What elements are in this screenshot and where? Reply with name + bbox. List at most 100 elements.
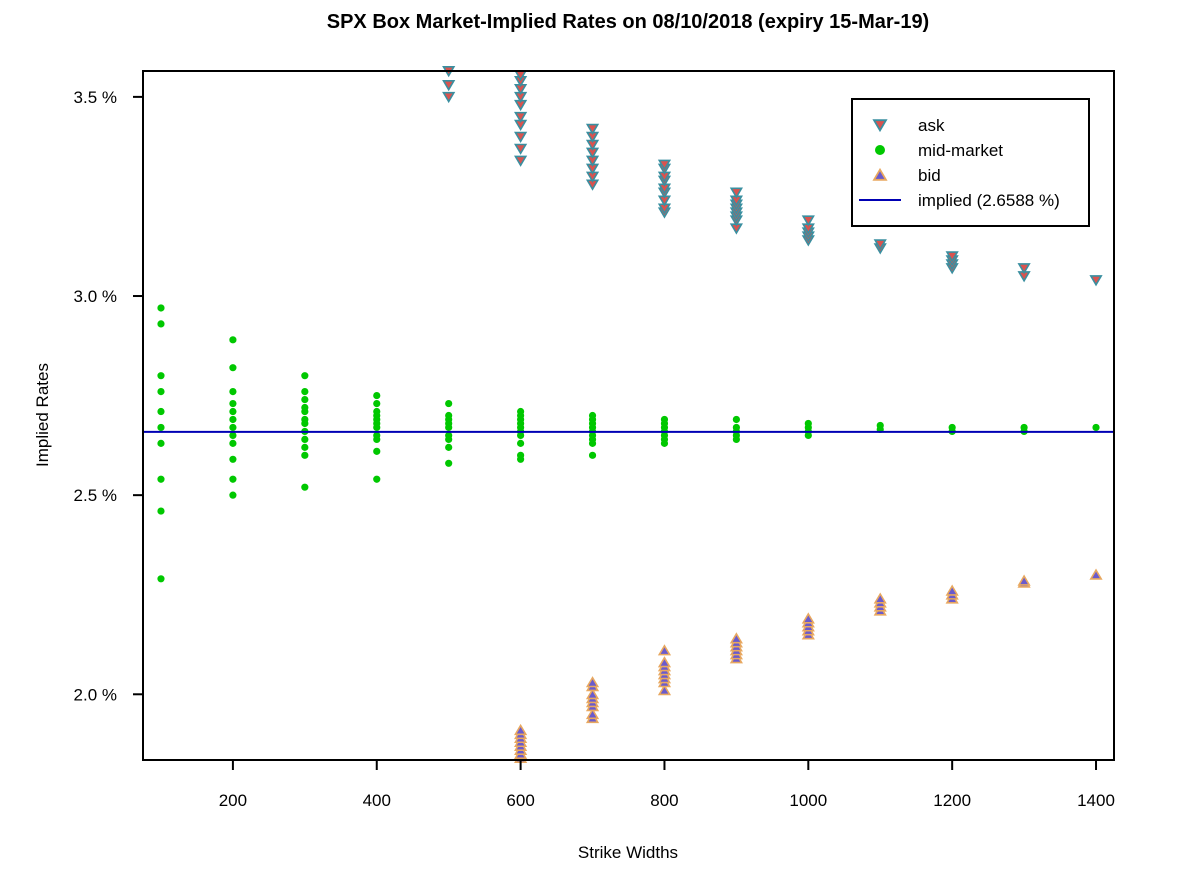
- point-mid-market: [517, 451, 525, 459]
- legend-entry: mid-market: [875, 141, 1003, 160]
- legend: ask mid-market bid implied (2.6588 %): [851, 98, 1090, 227]
- point-bid: [945, 584, 959, 596]
- point-mid-market: [588, 451, 597, 459]
- point-mid-market: [229, 491, 237, 499]
- point-mid-market: [157, 304, 165, 312]
- point-mid-market: [588, 411, 597, 420]
- point-mid-market: [229, 475, 237, 483]
- y-axis-label: Implied Rates: [33, 363, 52, 467]
- point-mid-market: [445, 399, 453, 408]
- legend-label: bid: [918, 166, 941, 185]
- point-mid-market: [373, 475, 381, 483]
- point-ask: [945, 251, 959, 263]
- y-tick-label: 2.0 %: [74, 685, 117, 704]
- point-bid: [729, 632, 743, 644]
- legend-marker: [875, 145, 885, 155]
- point-mid-market: [373, 431, 381, 440]
- point-mid-market: [157, 423, 165, 432]
- point-mid-market: [445, 443, 453, 451]
- x-axis-label: Strike Widths: [578, 843, 678, 862]
- point-bid: [585, 676, 600, 688]
- x-tick-label: 1400: [1077, 791, 1115, 810]
- point-ask: [514, 131, 528, 143]
- point-mid-market: [157, 372, 165, 380]
- point-ask: [514, 143, 528, 155]
- point-mid-market: [301, 388, 309, 396]
- point-ask: [514, 155, 528, 167]
- point-mid-market: [373, 407, 381, 416]
- legend-label: ask: [918, 116, 945, 135]
- point-mid-market: [229, 399, 237, 408]
- point-mid-market: [876, 421, 884, 430]
- point-mid-market: [229, 455, 237, 463]
- point-mid-market: [157, 575, 165, 583]
- point-ask: [442, 91, 456, 104]
- point-mid-market: [157, 439, 165, 447]
- x-tick-label: 400: [363, 791, 391, 810]
- legend-entry: bid: [872, 166, 941, 185]
- series-ask: [442, 66, 1103, 287]
- y-tick-label: 3.5 %: [74, 88, 117, 107]
- point-bid: [657, 656, 672, 668]
- point-mid-market: [445, 411, 453, 420]
- point-mid-market: [301, 483, 309, 491]
- point-mid-market: [157, 475, 165, 483]
- point-mid-market: [948, 423, 956, 432]
- x-tick-label: 800: [650, 791, 678, 810]
- point-bid: [1017, 574, 1031, 586]
- point-bid: [657, 644, 672, 656]
- legend-entries: ask mid-market bid implied (2.6588 %): [859, 116, 1060, 210]
- series-mid-market: [157, 304, 1100, 583]
- point-ask: [657, 159, 672, 171]
- point-mid-market: [301, 403, 309, 412]
- legend-marker: [872, 119, 888, 133]
- point-mid-market: [157, 320, 165, 328]
- point-mid-market: [229, 364, 237, 372]
- point-mid-market: [373, 391, 381, 400]
- point-mid-market: [157, 507, 165, 515]
- point-mid-market: [517, 407, 525, 416]
- point-mid-market: [301, 372, 309, 380]
- point-mid-market: [301, 443, 309, 451]
- point-mid-market: [804, 419, 812, 428]
- point-mid-market: [445, 431, 453, 440]
- point-mid-market: [373, 447, 381, 455]
- point-bid: [801, 612, 815, 624]
- point-mid-market: [1020, 423, 1028, 432]
- x-tick-label: 200: [219, 791, 247, 810]
- point-mid-market: [229, 407, 237, 416]
- point-bid: [585, 688, 600, 700]
- point-mid-market: [732, 415, 740, 424]
- point-mid-market: [229, 423, 237, 432]
- point-mid-market: [732, 423, 740, 432]
- point-mid-market: [301, 395, 309, 404]
- x-axis: 200 400 600 800 1000 1200 1400: [219, 760, 1115, 810]
- legend-entry: implied (2.6588 %): [859, 191, 1060, 210]
- point-bid: [1089, 568, 1103, 580]
- point-mid-market: [517, 439, 525, 447]
- x-tick-label: 600: [506, 791, 534, 810]
- legend-entry: ask: [872, 116, 945, 135]
- point-bid: [657, 684, 672, 696]
- point-mid-market: [301, 415, 309, 424]
- point-mid-market: [229, 431, 237, 440]
- point-ask: [514, 111, 528, 124]
- plot-frame: [142, 70, 1115, 761]
- x-tick-label: 1200: [933, 791, 971, 810]
- y-tick-label: 3.0 %: [74, 287, 117, 306]
- point-mid-market: [229, 439, 237, 447]
- point-mid-market: [301, 451, 309, 459]
- chart-title: SPX Box Market-Implied Rates on 08/10/20…: [327, 11, 929, 33]
- point-bid: [585, 707, 600, 720]
- legend-marker: [872, 167, 888, 181]
- point-mid-market: [301, 435, 309, 443]
- point-ask: [729, 187, 743, 199]
- point-ask: [1017, 263, 1031, 275]
- y-axis: 2.0 % 2.5 % 3.0 % 3.5 %: [74, 88, 143, 704]
- point-mid-market: [157, 407, 165, 416]
- point-ask: [442, 79, 456, 92]
- series-bid: [514, 568, 1103, 763]
- point-ask: [1089, 275, 1103, 287]
